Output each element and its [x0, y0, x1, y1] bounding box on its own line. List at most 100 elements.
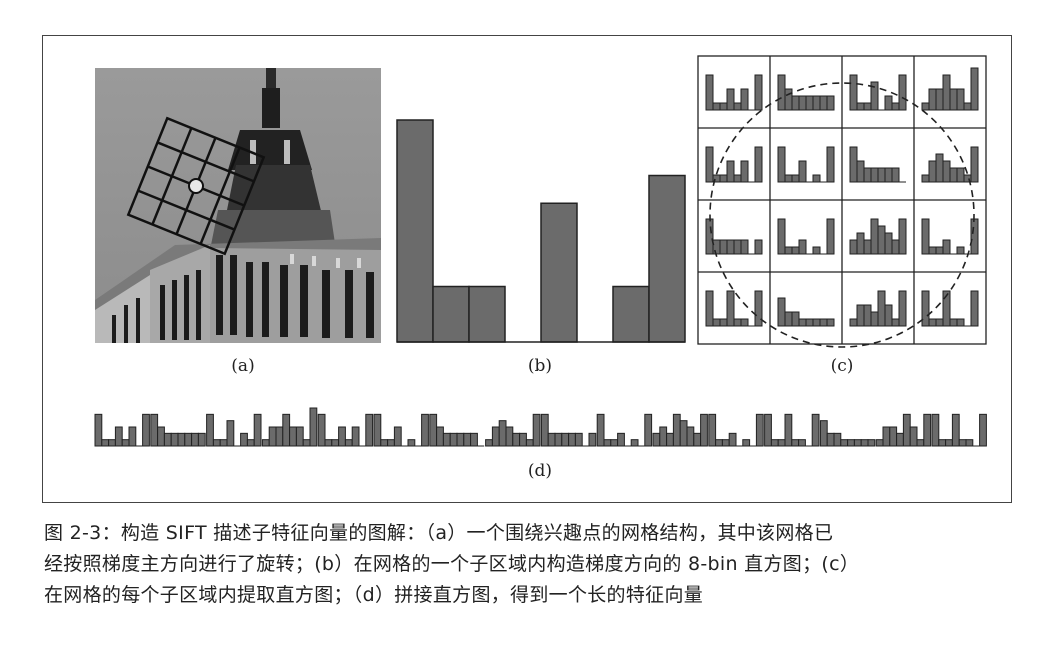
feature-vector-bar [436, 426, 444, 447]
feature-vector-bar [191, 432, 199, 447]
feature-vector-bar [958, 439, 967, 447]
feature-vector-bar [463, 432, 472, 447]
subregion-bar [705, 146, 714, 183]
feature-vector-bar [219, 439, 228, 447]
feature-vector-bar [505, 426, 514, 447]
subregion-bar [805, 95, 814, 111]
feature-vector-bar [142, 413, 150, 447]
feature-vector-bar [525, 439, 534, 447]
figure-caption: 图 2-3：构造 SIFT 描述子特征向量的图解：（a）一个围绕兴趣点的网格结构… [44, 518, 1049, 611]
subregion-bar [935, 318, 944, 327]
caption-line: 图 2-3：构造 SIFT 描述子特征向量的图解：（a）一个围绕兴趣点的网格结构… [44, 522, 834, 544]
feature-vector-bar [197, 432, 206, 447]
subregion-bar [712, 239, 721, 255]
feature-vector-bar [596, 413, 605, 447]
caption-line: 经按照梯度主方向进行了旋转；(b）在网格的一个子区域内构造梯度方向的 8-bin… [44, 553, 860, 575]
subregion-bar [849, 318, 858, 327]
subregion-bar [812, 174, 821, 183]
subregion-bar [942, 74, 951, 111]
feature-vector-bar [770, 439, 779, 447]
feature-vector-bar [721, 439, 730, 447]
subregion-bar [712, 102, 721, 111]
feature-vector-bar [945, 439, 953, 447]
subregion-bar [921, 102, 930, 111]
feature-vector-bar [659, 426, 668, 447]
feature-vector-bar [338, 426, 346, 447]
subregion-bar [891, 167, 900, 183]
feature-vector-bar [275, 426, 284, 447]
subregion-bar [719, 174, 728, 183]
feature-vector-bar [610, 439, 619, 447]
feature-vector-bar [965, 439, 974, 447]
feature-vector-bar [344, 439, 353, 447]
feature-vector-bar [456, 432, 465, 447]
feature-vector-bar [206, 413, 214, 447]
subregion-bar [740, 88, 749, 111]
feature-vector-bar [309, 407, 318, 447]
feature-vector-bar [94, 413, 103, 447]
feature-vector-bar [295, 426, 304, 447]
histogram-bar [396, 119, 434, 343]
feature-vector-bar [387, 439, 395, 447]
orientation-histogram [396, 119, 686, 343]
feature-vector-bar [170, 432, 179, 447]
feature-vector-bar [421, 413, 429, 447]
keypoint-grid-photo [95, 68, 381, 343]
panel-label-d: (d) [528, 461, 552, 481]
feature-vector-bar [512, 432, 521, 447]
subregion-bar [826, 95, 835, 111]
feature-vector-bar [561, 432, 570, 447]
subregion-bar [726, 160, 735, 183]
subregion-bar [812, 246, 821, 255]
subregion-bar [754, 146, 763, 183]
feature-vector-bar [860, 439, 869, 447]
subregion-bar [928, 88, 937, 111]
feature-vector-bar [777, 439, 786, 447]
feature-vector-bar [630, 439, 639, 447]
feature-vector-bar [121, 439, 130, 447]
feature-vector-bar [603, 439, 612, 447]
subregion-bar [726, 88, 735, 111]
subregion-bar [863, 239, 872, 255]
feature-vector-bar [519, 432, 527, 447]
subregion-bar [705, 74, 714, 111]
feature-vector-bar [666, 432, 674, 447]
feature-vector-bar [882, 426, 891, 447]
subregion-bar [942, 239, 951, 255]
subregion-bar [719, 318, 728, 327]
feature-vector-bar [449, 432, 458, 447]
feature-vector-bar [373, 413, 382, 447]
histogram-bar [612, 285, 650, 343]
subregion-bar [877, 290, 886, 327]
feature-vector-bar [485, 439, 493, 447]
subregion-bar [712, 318, 721, 327]
subregion-bar [798, 95, 807, 111]
subregion-bar [898, 218, 907, 255]
feature-vector-bar [331, 439, 340, 447]
subregion-bar [740, 239, 749, 255]
subregion-bar [891, 239, 900, 255]
feature-vector-bar [380, 439, 389, 447]
subregion-bar [942, 160, 951, 183]
feature-vector-bar [540, 413, 549, 447]
subregion-bar [898, 74, 907, 111]
subregion-bar [870, 218, 879, 255]
subregion-bar [849, 239, 858, 255]
feature-vector-bar [498, 420, 507, 447]
feature-vector-bar [686, 426, 695, 447]
feature-vector-bar [875, 439, 884, 447]
subregion-bar [826, 318, 835, 327]
subregion-bar [970, 146, 979, 183]
feature-vector-bar [931, 413, 940, 447]
subregion-bar [921, 218, 930, 255]
subregion-bar [777, 74, 786, 111]
feature-vector-bar [532, 413, 541, 447]
subregion-bar [849, 146, 858, 183]
feature-vector-bar [302, 439, 311, 447]
feature-vector-bar [429, 413, 438, 447]
feature-vector-bar [909, 426, 918, 447]
subregion-bar [856, 160, 865, 183]
subregion-bar [856, 102, 865, 111]
building-silhouette [95, 68, 381, 343]
subregion-bar [784, 88, 793, 111]
